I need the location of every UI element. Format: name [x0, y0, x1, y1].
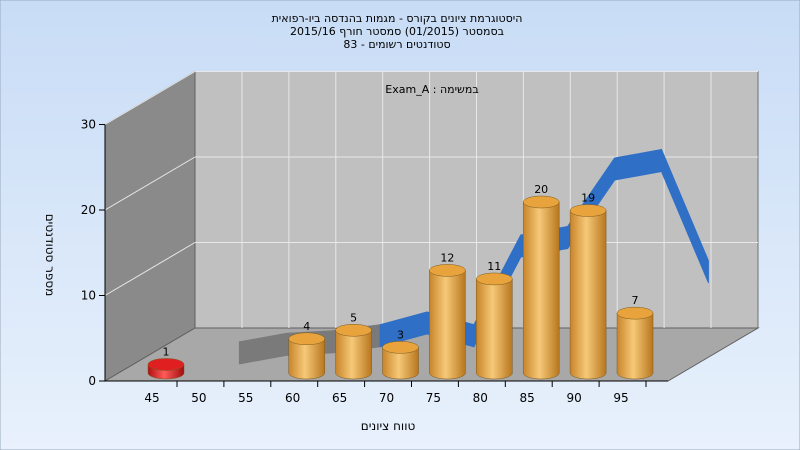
bar: 11 — [476, 260, 513, 380]
y-tick-label: 10 — [81, 289, 96, 303]
bar-data-label: 12 — [440, 251, 454, 264]
side-wall — [104, 70, 196, 382]
x-tick-label: 90 — [566, 391, 581, 405]
bar-body — [429, 270, 466, 380]
bar-data-label: 3 — [397, 328, 404, 341]
x-tick-label: 65 — [332, 391, 347, 405]
x-tick-label: 50 — [191, 391, 206, 405]
bar: 7 — [616, 294, 654, 380]
bar-data-label: 1 — [163, 345, 170, 358]
bar-body — [476, 278, 513, 380]
x-tick-label: 45 — [144, 391, 159, 405]
title-line-2: בסמסטר (01/2015) סמסטר חורף 2015/16 — [290, 25, 504, 38]
bar-top — [522, 195, 560, 209]
title-line-3: סטודנטים רשומים - 83 — [343, 38, 450, 51]
bar-body — [335, 330, 372, 380]
bar-top — [569, 204, 607, 217]
bar: 4 — [288, 320, 325, 380]
bar-body — [616, 312, 654, 380]
bar: 1 — [147, 345, 185, 380]
bar-data-label: 19 — [581, 192, 595, 205]
bar: 20 — [522, 183, 560, 380]
bar-data-label: 7 — [632, 294, 639, 307]
x-tick-label: 60 — [285, 391, 300, 405]
trend-segment — [661, 149, 709, 284]
bar-top — [429, 264, 466, 277]
bar-body — [522, 201, 560, 380]
x-tick-label: 70 — [379, 391, 394, 405]
title-line-1: היסטוגרמת ציונים בקורס - מגמות בהנדסה בי… — [272, 12, 523, 25]
y-tick-label: 20 — [81, 203, 96, 217]
bar-top — [288, 332, 325, 346]
h-gridline-side — [104, 156, 196, 211]
bar: 19 — [569, 192, 607, 380]
bar-data-label: 11 — [487, 260, 501, 273]
bar-top — [476, 272, 513, 286]
bar-data-label: 5 — [350, 311, 357, 324]
chart-annotation: Exam_A : במשימה — [385, 83, 478, 96]
bar-data-label: 4 — [303, 320, 310, 333]
y-axis-label: מספר סטודנטים — [43, 214, 57, 297]
x-axis-label: טווח ציונים — [361, 419, 416, 433]
bar-top — [616, 306, 654, 320]
bars-group: 1 4 5 3 12 11 20 19 7 — [147, 183, 654, 380]
bar-top — [382, 341, 419, 354]
x-tick-label: 95 — [613, 391, 628, 405]
bar: 5 — [335, 311, 372, 380]
h-gridline-side — [104, 71, 196, 125]
y-tick-label: 30 — [81, 118, 96, 132]
chart-title: היסטוגרמת ציונים בקורס - מגמות בהנדסה בי… — [272, 12, 523, 51]
h-gridline-side — [104, 242, 196, 296]
bar-body — [569, 210, 607, 380]
x-tick-label: 75 — [426, 391, 441, 405]
bar-top — [147, 358, 185, 371]
bar: 3 — [382, 328, 419, 380]
bar-data-label: 20 — [534, 183, 548, 196]
bar-body — [382, 347, 419, 380]
bar-body — [288, 338, 325, 380]
x-tick-label: 55 — [238, 391, 253, 405]
bar-top — [335, 324, 372, 337]
bar: 12 — [429, 251, 466, 380]
x-tick-label: 85 — [520, 391, 535, 405]
x-tick-label: 80 — [473, 391, 488, 405]
y-tick-label: 0 — [88, 374, 96, 388]
